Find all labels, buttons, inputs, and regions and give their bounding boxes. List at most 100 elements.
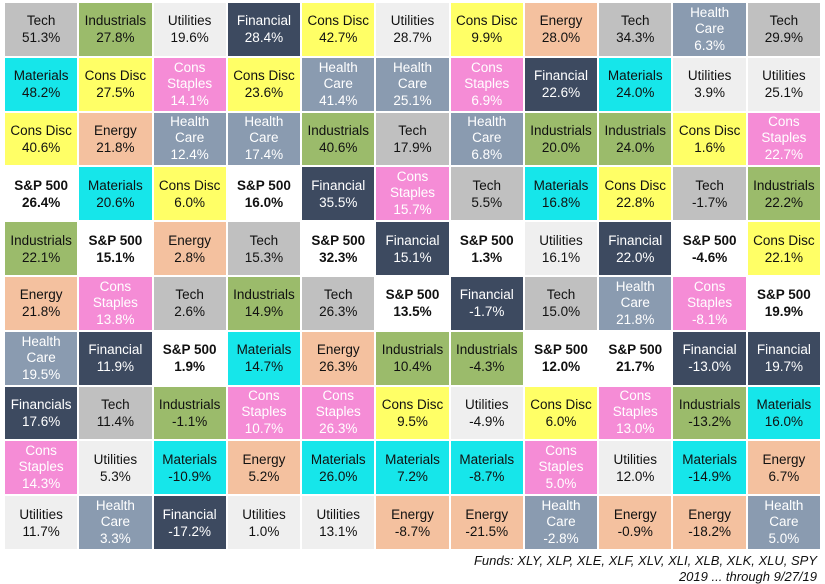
funds-footnote: Funds: XLY, XLP, XLE, XLF, XLV, XLI, XLB… [473, 553, 817, 568]
cell-value: 32.3% [319, 249, 358, 265]
cell-value: -18.2% [688, 523, 731, 539]
cell-value: -13.2% [688, 413, 731, 429]
cell-label: S&P 500 [682, 232, 737, 248]
cell-value: 24.0% [616, 85, 655, 101]
cell-label: Health Care [541, 498, 581, 530]
cell-utilities: Utilities 1.0% [226, 495, 302, 550]
cell-tech: Tech 26.3% [301, 276, 376, 331]
cell-value: 10.7% [244, 421, 284, 437]
cell-cons-disc: Cons Disc 6.0% [152, 166, 227, 222]
cell-label: Industrials [530, 122, 592, 138]
cell-label: Cons Staples [241, 388, 287, 420]
cell-label: Health Care [244, 114, 284, 146]
cell-value: 17.4% [244, 147, 284, 163]
cell-label: Tech [398, 122, 427, 138]
cell-value: 19.6% [170, 30, 209, 46]
cell-value: 34.3% [616, 30, 655, 46]
cell-energy: Energy 21.8% [4, 276, 79, 331]
cell-cons-staples: Cons Staples 14.3% [4, 440, 79, 496]
cell-value: 20.0% [541, 139, 581, 155]
cell-label: Utilities [19, 506, 63, 522]
cell-label: Health Care [170, 114, 210, 146]
cell-label: Cons Staples [687, 278, 733, 310]
cell-value: 12.0% [541, 359, 581, 375]
cell-value: 9.5% [397, 413, 428, 429]
cell-value: 13.8% [96, 311, 135, 327]
cell-tech: Tech 29.9% [746, 2, 821, 57]
cell-value: -13.0% [688, 359, 731, 375]
cell-sandp-500: S&P 500 15.1% [78, 221, 153, 276]
cell-value: -4.9% [469, 413, 505, 429]
cell-value: 14.9% [244, 304, 284, 320]
cell-label: Utilities [613, 451, 658, 467]
cell-value: -10.9% [168, 468, 212, 484]
cell-label: Energy [465, 506, 509, 522]
cell-value: 29.9% [764, 30, 803, 46]
cell-label: Materials [162, 451, 218, 467]
cell-tech: Tech 15.0% [523, 276, 599, 331]
cell-value: -8.7% [394, 523, 431, 539]
cell-label: Financial [88, 342, 143, 358]
cell-cons-staples: Cons Staples 13.0% [598, 385, 673, 441]
cell-label: Energy [391, 506, 434, 522]
cell-value: 16.1% [541, 249, 581, 265]
cell-label: Tech [695, 177, 724, 193]
cell-label: Utilities [93, 451, 138, 467]
cell-label: Utilities [167, 13, 212, 29]
cell-financial: Financial 28.4% [226, 2, 302, 57]
cell-value: 15.0% [541, 304, 581, 320]
cell-label: Cons Staples [18, 443, 64, 475]
cell-label: Energy [539, 13, 583, 29]
cell-value: -2.8% [543, 531, 579, 547]
cell-utilities: Utilities -4.9% [449, 385, 524, 441]
cell-health-care: Health Care 19.5% [4, 330, 79, 386]
cell-label: Materials [607, 68, 663, 84]
cell-financial: Financial 22.0% [598, 221, 673, 276]
cell-label: S&P 500 [311, 232, 366, 248]
cell-financial: Financial 15.1% [375, 221, 450, 276]
cell-value: 26.0% [319, 468, 358, 484]
cell-sandp-500: S&P 500 1.9% [152, 330, 227, 386]
cell-value: 40.6% [21, 139, 61, 155]
cell-label: Cons Disc [307, 13, 369, 29]
cell-cons-staples: Cons Staples 6.9% [449, 56, 524, 112]
cell-value: 26.3% [319, 304, 358, 320]
cell-health-care: Health Care 12.4% [152, 111, 227, 167]
cell-value: 41.4% [319, 92, 358, 108]
cell-value: -1.7% [691, 194, 728, 210]
cell-value: 14.1% [170, 92, 209, 108]
cell-value: 27.8% [96, 30, 135, 46]
cell-value: 2.8% [174, 249, 206, 265]
cell-tech: Tech 5.5% [449, 166, 524, 222]
cell-value: 15.1% [393, 249, 432, 265]
cell-industrials: Industrials -1.1% [152, 385, 227, 441]
cell-cons-staples: Cons Staples 10.7% [226, 385, 302, 441]
cell-cons-staples: Cons Staples 5.0% [523, 440, 599, 496]
cell-value: 22.7% [764, 147, 803, 163]
cell-cons-staples: Cons Staples -8.1% [672, 276, 747, 331]
cell-financial: Financial -1.7% [449, 276, 524, 331]
cell-value: 35.5% [319, 194, 358, 210]
cell-label: Tech [26, 13, 56, 29]
cell-label: Industrials [307, 122, 369, 138]
cell-label: Utilities [465, 396, 509, 412]
cell-materials: Materials -8.7% [449, 440, 524, 496]
cell-value: 21.8% [616, 311, 655, 327]
cell-health-care: Health Care 41.4% [301, 56, 376, 112]
cell-value: 26.4% [21, 194, 61, 210]
cell-tech: Tech 51.3% [4, 2, 79, 57]
date-footnote: 2019 ... through 9/27/19 [678, 569, 817, 584]
cell-label: Industrials [678, 396, 741, 412]
cell-tech: Tech -1.7% [672, 166, 747, 222]
cell-value: 15.7% [393, 202, 432, 218]
cell-label: Health Care [95, 498, 135, 530]
cell-value: 15.3% [244, 249, 284, 265]
cell-label: Industrials [753, 177, 815, 193]
cell-label: Cons Disc [84, 68, 147, 84]
cell-value: -1.1% [172, 413, 208, 429]
cell-label: Industrials [381, 342, 444, 358]
cell-value: 14.7% [244, 359, 284, 375]
cell-health-care: Health Care -2.8% [523, 495, 599, 550]
cell-label: Materials [310, 451, 366, 467]
cell-tech: Tech 2.6% [152, 276, 227, 331]
